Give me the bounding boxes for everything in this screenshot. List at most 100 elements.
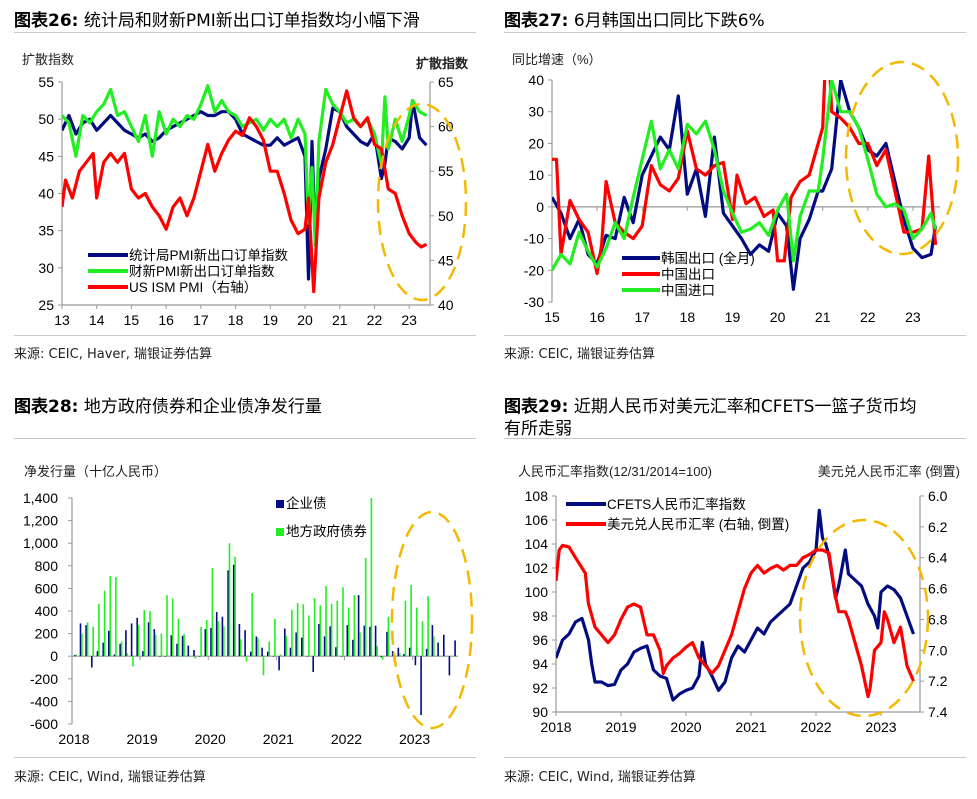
x-tick-label: 23: [401, 312, 417, 328]
bar-corporate: [431, 625, 434, 657]
legend-label: 地方政府债券: [286, 524, 367, 539]
bar-local-gov: [98, 603, 100, 657]
x-tick-label: 2020: [670, 719, 701, 735]
bar-corporate: [91, 656, 93, 668]
bar-corporate: [85, 625, 87, 657]
bar-local-gov: [387, 616, 390, 657]
bar-local-gov: [120, 641, 123, 657]
bar-local-gov: [416, 607, 418, 657]
bar-local-gov: [410, 585, 412, 657]
bar-corporate: [227, 570, 229, 657]
bar-corporate: [250, 651, 252, 657]
bar-local-gov: [81, 633, 83, 657]
y2-tick-label: 55: [438, 163, 454, 179]
y-tick-label: 90: [532, 704, 548, 720]
y-tick-label: 200: [35, 626, 59, 642]
highlight-ellipse: [376, 102, 468, 302]
bar-corporate: [159, 656, 161, 657]
legend-label: 企业债: [286, 495, 327, 511]
x-tick-label: 17: [193, 312, 209, 328]
bar-corporate: [267, 651, 269, 657]
bar-corporate: [113, 654, 116, 657]
bar-local-gov: [268, 641, 270, 657]
y2-tick-label: 6.6: [928, 581, 948, 597]
bar-local-gov: [211, 568, 214, 657]
bar-local-gov: [245, 656, 248, 662]
bar-corporate: [335, 647, 337, 657]
y-tick-label: 30: [528, 104, 544, 120]
bar-corporate: [357, 595, 360, 657]
bar-local-gov: [251, 592, 253, 657]
bar-local-gov: [206, 620, 208, 657]
y-tick-label: -200: [30, 671, 58, 687]
x-tick-label: 21: [815, 309, 831, 325]
chart-fig28: 净发行量（十亿人民币） 1,400 1,200 1,000 800 600 400 200 0 -…: [23, 464, 474, 747]
chart-fig26: 55 50 45 40 35 30 25 65 60 55 50 45 40 13 14 15 16 17 18 19…: [22, 52, 469, 328]
bar-local-gov: [455, 656, 458, 657]
bar-corporate: [443, 634, 445, 657]
bar-corporate: [255, 636, 258, 657]
series-line-1: [552, 80, 938, 276]
bar-local-gov: [319, 605, 322, 657]
legend-label: 韩国出口 (全月): [661, 250, 755, 266]
bar-local-gov: [86, 622, 89, 657]
bar-corporate: [210, 627, 212, 657]
bar-corporate: [119, 643, 121, 657]
bar-local-gov: [421, 621, 424, 657]
y-tick-label: 92: [532, 680, 548, 696]
bar-local-gov: [433, 636, 435, 657]
y2-axis-title: 美元兑人民币汇率 (倒置): [818, 464, 960, 479]
y2-tick-label: 65: [438, 74, 454, 90]
y-tick-label: 800: [35, 558, 59, 574]
chart-panel-fig28: 图表28: 地方政府债券和企业债净发行量 净发行量（十亿人民币） 1,400 1,2…: [0, 390, 490, 799]
bar-local-gov: [126, 653, 129, 657]
highlight-ellipse: [390, 510, 474, 730]
x-tick-label: 2023: [865, 719, 896, 735]
source-note: 来源: CEIC, Wind, 瑞银证券估算: [504, 770, 696, 785]
y-tick-label: 35: [38, 223, 54, 239]
y-tick-label: 55: [38, 74, 54, 90]
legend-label: CFETS人民币汇率指数: [607, 496, 746, 512]
x-tick-label: 18: [680, 309, 696, 325]
chart-fig29: 108 106 104 102 100 98 96 94 92 90 6.0 6.2 6.4 6.6 6.8…: [518, 464, 960, 735]
y-tick-label: 106: [525, 512, 549, 528]
bar-corporate: [289, 647, 292, 657]
bar-corporate: [102, 642, 104, 657]
bar-local-gov: [109, 576, 112, 657]
bar-local-gov: [336, 600, 339, 657]
x-tick-label: 14: [89, 312, 105, 328]
bar-local-gov: [330, 603, 333, 657]
x-tick-label: 2022: [331, 731, 362, 747]
x-tick-label: 20: [770, 309, 786, 325]
bar-corporate: [408, 647, 411, 657]
chart-panel-fig29: 图表29: 近期人民币对美元汇率和CFETS一篮子货币均 有所走弱 108 106…: [490, 390, 977, 799]
bar-corporate: [323, 636, 326, 657]
source-divider: [504, 757, 966, 758]
y2-tick-label: 45: [438, 252, 454, 268]
bar-corporate: [352, 639, 354, 657]
bar-local-gov: [325, 586, 327, 657]
x-tick-label: 15: [124, 312, 140, 328]
bar-corporate: [374, 625, 377, 657]
x-tick-label: 23: [905, 309, 921, 325]
legend-swatch: [276, 528, 284, 536]
source-note: 来源: CEIC, 瑞银证券估算: [504, 347, 655, 362]
bar-local-gov: [291, 609, 293, 657]
y2-tick-label: 7.2: [928, 673, 948, 689]
source-divider: [14, 335, 476, 336]
y-tick-label: 0: [50, 648, 58, 664]
y-tick-label: 25: [38, 297, 54, 313]
y-tick-label: 1,000: [23, 535, 58, 551]
bar-local-gov: [132, 656, 134, 667]
bar-local-gov: [200, 626, 202, 657]
bar-corporate: [142, 651, 144, 657]
bar-corporate: [437, 642, 439, 657]
bar-local-gov: [347, 607, 350, 657]
bar-corporate: [386, 631, 388, 657]
bar-corporate: [425, 648, 428, 657]
y-tick-label: 45: [38, 148, 54, 164]
y-tick-label: 98: [532, 608, 548, 624]
bar-local-gov: [279, 654, 282, 657]
y-tick-label: 40: [528, 72, 544, 88]
y-axis-title: 同比增速（%）: [512, 52, 602, 67]
